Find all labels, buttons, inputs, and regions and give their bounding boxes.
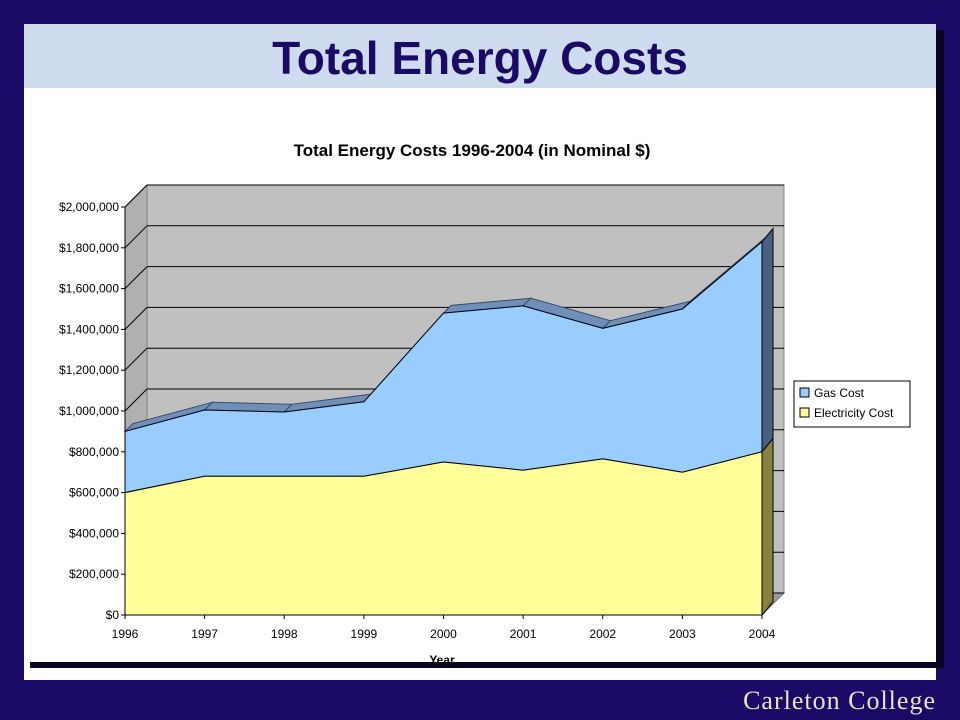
x-tick-label: 2002: [589, 627, 616, 641]
x-tick-label: 2001: [510, 627, 537, 641]
slide-shadow: [936, 30, 944, 664]
y-tick-label: $1,400,000: [59, 322, 119, 336]
y-tick-label: $1,800,000: [59, 241, 119, 255]
y-tick-label: $2,000,000: [59, 200, 119, 214]
x-tick-label: 2000: [430, 627, 457, 641]
slide-shadow-bottom: [30, 662, 944, 668]
area-series: [123, 227, 774, 617]
y-tick-label: $1,600,000: [59, 282, 119, 296]
x-tick-label: 1997: [191, 627, 218, 641]
series-electricity-cost: [124, 451, 763, 616]
gridline-diagonal: [124, 266, 148, 289]
gridline-diagonal: [124, 347, 148, 371]
y-tick-label: $0: [106, 608, 120, 622]
gridline-diagonal: [124, 307, 148, 330]
legend-swatch: [799, 407, 810, 418]
y-tick-label: $1,200,000: [59, 363, 119, 377]
y-tick-label: $400,000: [69, 526, 119, 540]
y-tick-label: $1,000,000: [59, 404, 119, 418]
x-tick-label: 1996: [112, 627, 139, 641]
axes: $0 $200,000 $400,000 $600,000 $800,000 $1,000…: [59, 200, 776, 641]
gas-end-face: [761, 227, 774, 454]
y-tick-label: $200,000: [69, 567, 119, 581]
legend-box: [793, 380, 911, 428]
electricity-end-face: [761, 437, 774, 617]
x-tick-label: 2004: [749, 627, 776, 641]
x-tick-label: 2003: [669, 627, 696, 641]
legend-label: Electricity Cost: [814, 406, 894, 420]
gridline-diagonal: [124, 388, 148, 412]
y-tick-label: $600,000: [69, 486, 119, 500]
title-band: [24, 24, 936, 88]
legend-swatch: [799, 387, 810, 398]
y-tick-label: $800,000: [69, 445, 119, 459]
x-tick-label: 1999: [351, 627, 378, 641]
x-tick-label: 1998: [271, 627, 298, 641]
legend-label: Gas Cost: [814, 386, 865, 400]
gridline-diagonal: [124, 225, 148, 249]
gridline-diagonal: [124, 184, 148, 208]
legend: Gas Cost Electricity Cost: [793, 380, 911, 428]
x-axis-title: Year: [429, 653, 455, 667]
college-logo-text: Carleton College: [743, 686, 936, 715]
chart-title: Total Energy Costs 1996-2004 (in Nominal…: [294, 141, 651, 160]
slide-title: Total Energy Costs: [272, 32, 688, 84]
